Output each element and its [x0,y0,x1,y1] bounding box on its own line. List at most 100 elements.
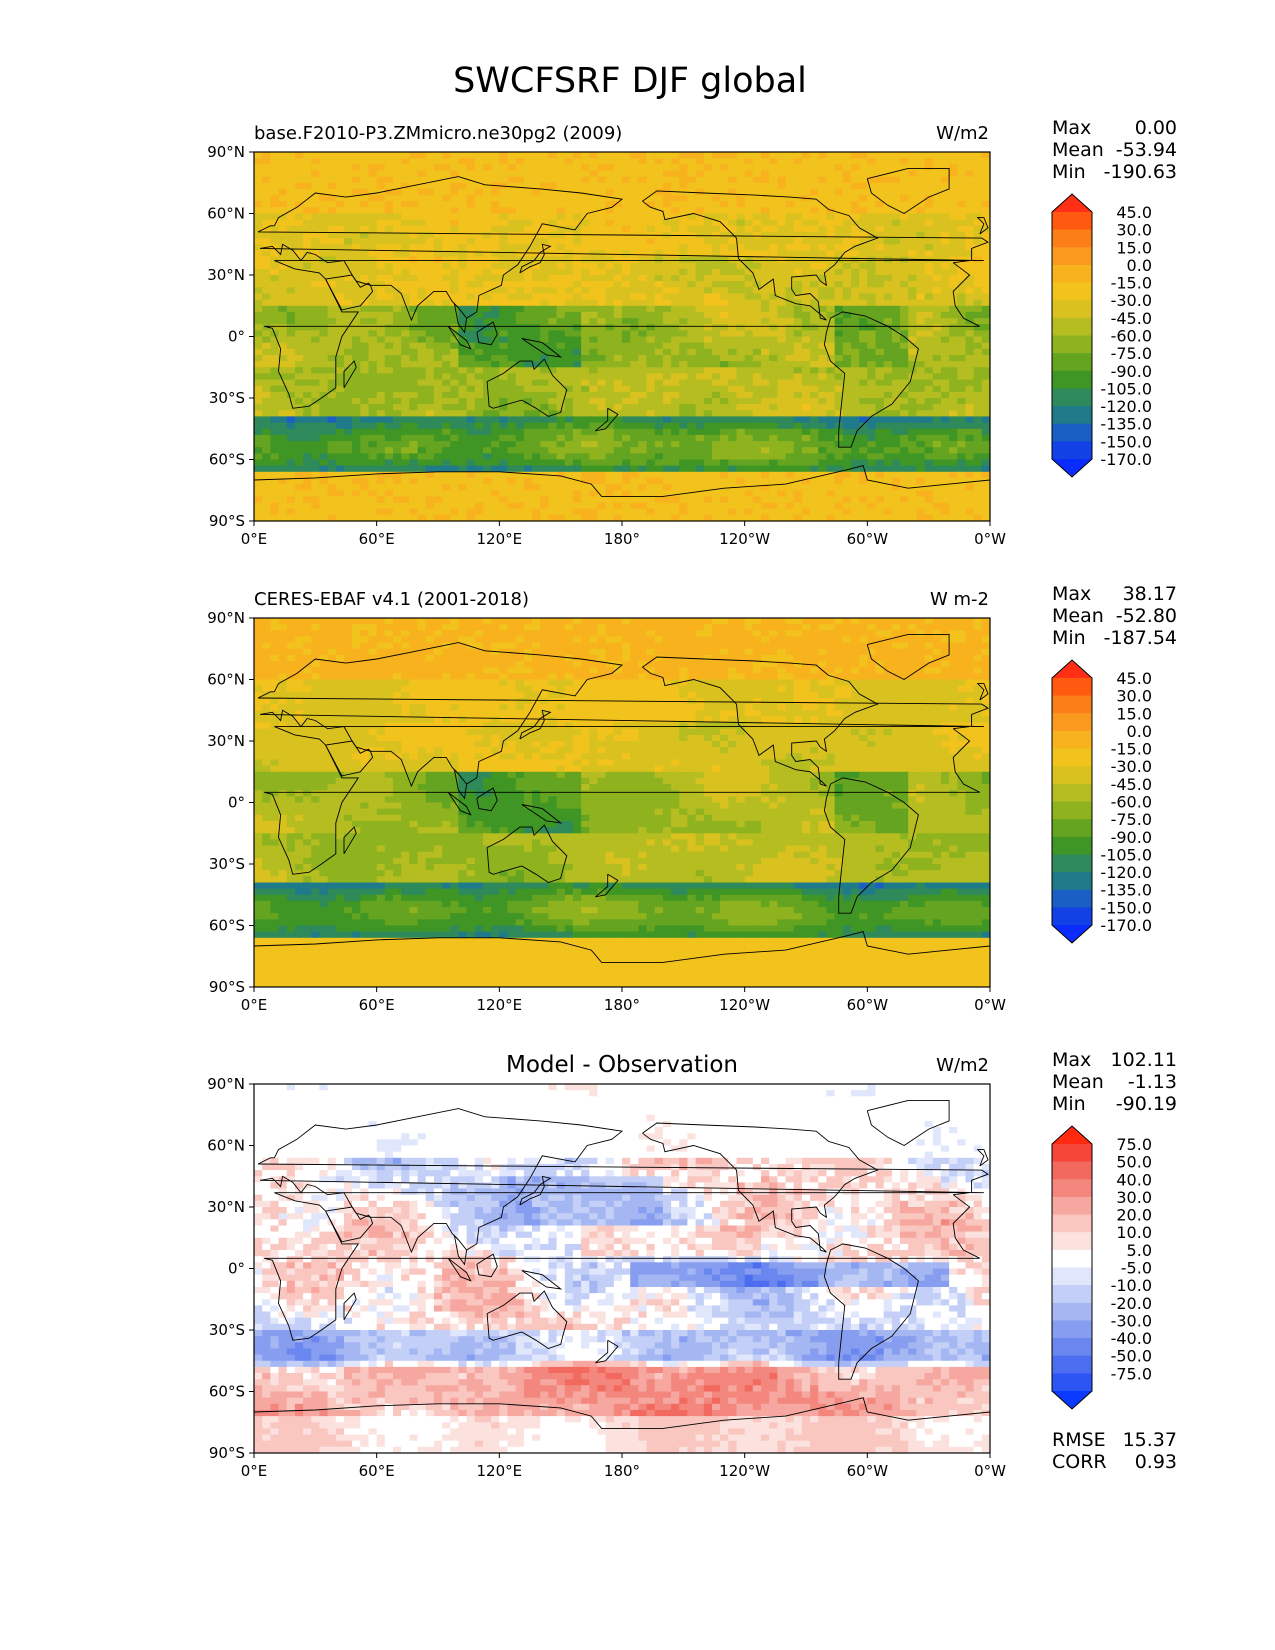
field-cell [344,244,353,251]
field-cell [622,453,631,461]
field-cell [703,459,713,467]
field-cell [393,416,402,424]
field-cell [393,305,402,313]
field-cell [679,434,688,442]
field-cell [474,182,484,190]
field-cell [826,391,836,399]
field-cell [834,311,844,319]
field-cell [303,275,312,282]
field-cell [466,484,476,491]
field-cell [793,484,803,491]
field-cell [442,299,451,307]
field-cell [613,268,623,276]
field-cell [605,422,615,430]
field-cell [417,379,427,387]
field-cell [515,385,525,393]
field-cell [761,355,770,362]
field-cell [344,238,353,245]
field-cell [515,367,525,374]
field-cell [540,367,549,374]
field-cell [818,244,828,251]
field-cell [327,342,337,350]
field-cell [908,182,917,190]
field-cell [949,170,958,178]
field-cell [613,471,623,479]
field-cell [589,164,599,171]
field-cell [597,330,607,338]
field-cell [507,152,517,159]
field-cell [327,367,337,374]
field-cell [433,195,443,202]
field-cell [949,410,958,417]
field-cell [532,336,541,344]
field-cell [728,287,738,294]
field-cell [842,305,852,313]
field-cell [834,391,844,399]
field-cell [270,195,280,202]
field-cell [597,416,607,424]
field-cell [761,256,770,264]
field-cell [769,244,778,251]
field-cell [785,373,795,381]
field-cell [327,355,337,362]
field-cell [932,213,942,221]
field-cell [384,207,394,214]
field-cell [532,416,541,424]
field-cell [376,299,386,307]
field-cell [327,428,337,436]
field-cell [262,398,271,405]
field-cell [687,318,697,325]
field-cell [597,385,607,393]
field-cell [605,428,615,436]
field-cell [867,281,877,288]
field-cell [883,336,893,344]
field-cell [466,385,476,393]
field-cell [384,447,394,454]
field-cell [564,201,574,208]
field-cell [646,361,656,368]
field-cell [286,391,296,399]
field-cell [507,293,517,301]
field-cell [630,379,639,387]
field-cell [433,231,443,239]
field-cell [262,219,271,227]
field-cell [949,250,958,258]
field-cell [785,379,795,387]
field-cell [433,471,443,479]
field-cell [523,158,533,165]
field-cell [335,385,345,393]
field-cell [344,219,353,227]
field-cell [597,262,607,270]
field-cell [679,342,688,350]
field-cell [319,355,329,362]
field-cell [662,373,672,381]
field-cell [801,176,811,184]
field-cell [720,416,729,424]
field-cell [352,201,361,208]
field-cell [932,281,942,288]
field-cell [736,256,746,264]
field-cell [507,379,517,387]
field-cell [303,244,312,251]
field-cell [532,391,541,399]
field-cell [883,355,893,362]
field-cell [581,158,590,165]
field-cell [597,484,607,491]
field-cell [491,379,500,387]
field-cell [883,318,893,325]
field-cell [450,367,460,374]
field-cell [720,477,729,485]
field-cell [728,158,738,165]
field-cell [687,336,697,344]
field-cell [409,164,419,171]
field-cell [916,213,926,221]
field-cell [450,268,460,276]
field-cell [736,404,746,411]
field-cell [728,348,738,356]
field-cell [368,305,378,313]
field-cell [769,158,778,165]
field-cell [572,453,582,461]
field-cell [581,244,590,251]
field-cell [851,459,860,467]
field-cell [826,447,836,454]
